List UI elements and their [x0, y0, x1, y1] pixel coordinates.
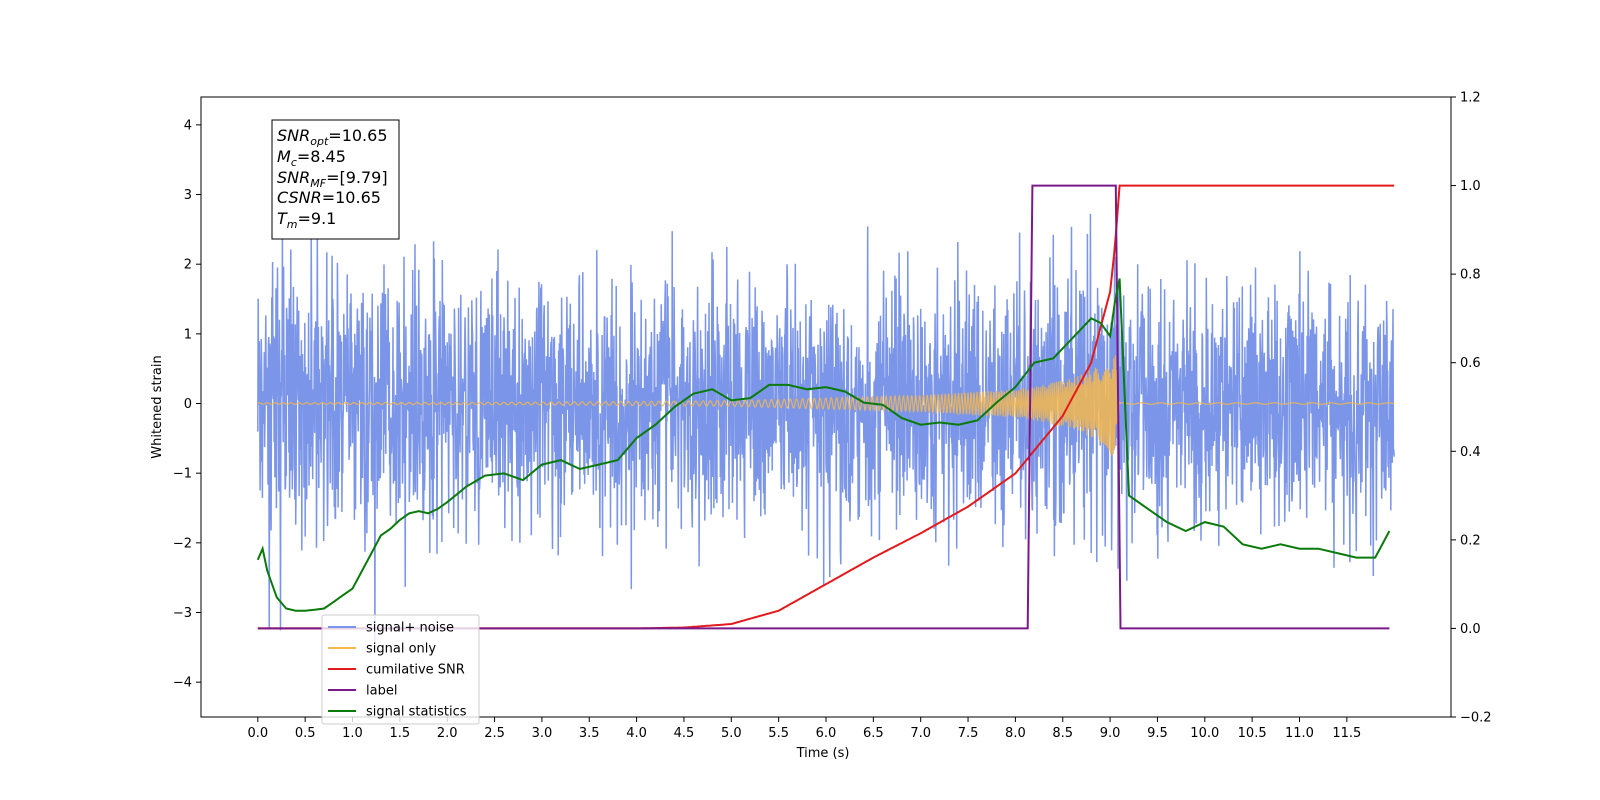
left-y-tick-label: −4: [173, 676, 192, 691]
x-tick-label: 0.5: [295, 726, 316, 741]
legend: signal+ noise signal only cumilative SNR la…: [321, 614, 480, 725]
x-tick-label: 7.5: [958, 726, 979, 741]
x-tick-label: 9.5: [1147, 726, 1168, 741]
right-y-axis-ticks: 1.2 1.0 0.8 0.6 0.4 0.2 0.0 −0.2: [1451, 91, 1492, 726]
x-tick-label: 8.0: [1005, 726, 1026, 741]
legend-item: signal statistics: [328, 705, 467, 720]
legend-label: label: [366, 684, 397, 699]
x-tick-label: 1.5: [390, 726, 411, 741]
left-y-tick-label: 1: [184, 327, 192, 342]
x-tick-label: 10.0: [1190, 726, 1219, 741]
x-tick-label: 4.0: [626, 726, 647, 741]
legend-label: cumilative SNR: [366, 663, 465, 678]
legend-item: cumilative SNR: [328, 663, 465, 678]
right-y-tick-label: 0.8: [1460, 268, 1481, 283]
x-tick-label: 9.0: [1100, 726, 1121, 741]
annotation-frame: [271, 119, 400, 240]
x-tick-label: 8.5: [1052, 726, 1073, 741]
annotation-merger-time: Tm=9.1: [277, 209, 336, 231]
series-signal-only: [257, 355, 1395, 456]
x-tick-label: 11.5: [1332, 726, 1361, 741]
legend-item: signal+ noise: [328, 621, 454, 636]
legend-frame: [321, 614, 480, 725]
left-y-tick-label: −1: [173, 467, 192, 482]
right-y-tick-label: 1.0: [1460, 179, 1481, 194]
series-signal-noise: [257, 213, 1395, 645]
annotation-box: SNRopt=10.65 Mc=8.45 SNRMF=[9.79] CSNR=1…: [271, 119, 400, 240]
legend-label: signal+ noise: [366, 621, 454, 636]
legend-label: signal only: [366, 642, 436, 657]
x-tick-label: 2.5: [484, 726, 505, 741]
x-tick-label: 3.5: [579, 726, 600, 741]
x-tick-label: 6.5: [863, 726, 884, 741]
right-y-tick-label: 0.2: [1460, 533, 1481, 548]
annotation-snr-opt: SNRopt=10.65: [277, 126, 388, 148]
x-tick-label: 1.0: [342, 726, 363, 741]
right-y-tick-label: 0.6: [1460, 356, 1481, 371]
x-tick-label: 3.0: [532, 726, 553, 741]
left-y-tick-label: −3: [173, 606, 192, 621]
right-y-tick-label: 1.2: [1460, 91, 1481, 106]
x-tick-label: 0.0: [247, 726, 268, 741]
right-y-tick-label: 0.0: [1460, 622, 1481, 637]
left-y-tick-label: 0: [184, 397, 192, 412]
series-label: [257, 184, 1390, 630]
x-tick-label: 5.5: [768, 726, 789, 741]
x-axis-label: Time (s): [796, 746, 850, 761]
annotation-snr-mf: SNRMF=[9.79]: [277, 168, 388, 190]
left-y-axis-label: Whitened strain: [150, 355, 165, 458]
series-signal-statistics: [256, 278, 1391, 612]
x-tick-label: 10.5: [1238, 726, 1267, 741]
legend-label: signal statistics: [366, 705, 467, 720]
x-tick-label: 2.0: [437, 726, 458, 741]
annotation-chirp-mass: Mc=8.45: [277, 147, 346, 169]
legend-item: signal only: [328, 642, 436, 657]
x-tick-label: 5.0: [721, 726, 742, 741]
right-y-tick-label: 0.4: [1460, 445, 1481, 460]
left-y-tick-label: 2: [184, 258, 192, 273]
x-axis-ticks: 0.0 0.5 1.0 1.5 2.0 2.5 3.0 3.5 4.0 4.5 5.0 5.5 6.0 6…: [247, 717, 1361, 741]
x-tick-label: 4.5: [674, 726, 695, 741]
left-y-axis-ticks: 4 3 2 1 0 −1 −2 −3 −4: [173, 118, 201, 691]
right-y-tick-label: −0.2: [1460, 711, 1492, 726]
left-y-tick-label: 4: [184, 118, 192, 133]
legend-item: label: [328, 684, 397, 699]
x-tick-label: 11.0: [1285, 726, 1314, 741]
x-tick-label: 7.0: [910, 726, 931, 741]
annotation-csnr: CSNR=10.65: [277, 188, 381, 207]
x-tick-label: 6.0: [816, 726, 837, 741]
left-y-tick-label: 3: [184, 188, 192, 203]
plot-area: [256, 184, 1395, 645]
left-y-tick-label: −2: [173, 536, 192, 551]
